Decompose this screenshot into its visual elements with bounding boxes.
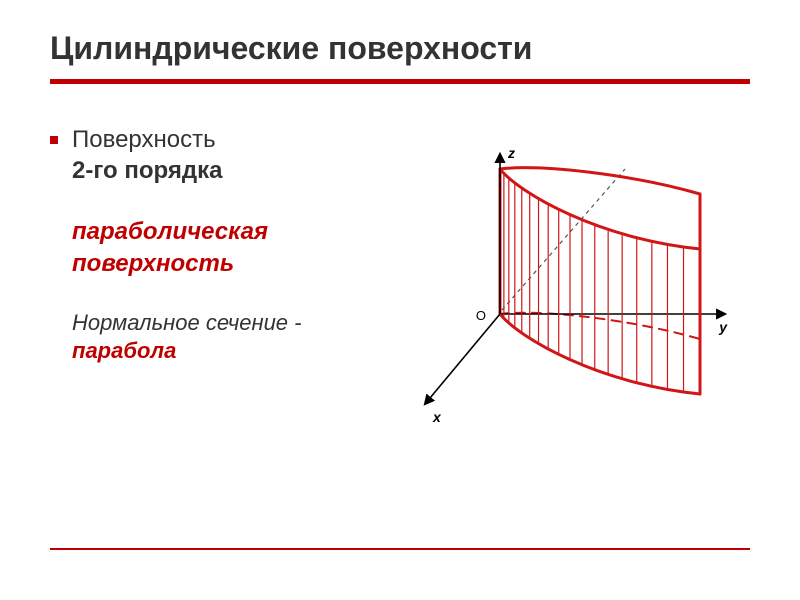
svg-text:O: O: [476, 308, 486, 323]
bullet-item: Поверхность 2-го порядка: [50, 124, 380, 186]
text-column: Поверхность 2-го порядка параболическая …: [50, 114, 380, 439]
bullet-line1: Поверхность: [72, 126, 216, 153]
svg-text:y: y: [718, 319, 728, 335]
content-row: Поверхность 2-го порядка параболическая …: [50, 114, 750, 439]
title-underline: [50, 79, 750, 84]
normal-sub-line2: парабола: [72, 338, 176, 363]
svg-text:z: z: [507, 145, 515, 161]
diagram-column: z y x O: [380, 114, 750, 439]
slide: Цилиндрические поверхности Поверхность 2…: [0, 0, 800, 600]
red-subheading: параболическая поверхность: [72, 216, 380, 278]
bullet-square-icon: [50, 136, 58, 144]
red-sub-line1: параболическая: [72, 218, 268, 245]
red-sub-line2: поверхность: [72, 250, 234, 277]
slide-title: Цилиндрические поверхности: [50, 30, 750, 67]
parabolic-cylinder-diagram: z y x O: [380, 114, 740, 434]
bullet-text: Поверхность 2-го порядка: [72, 124, 222, 186]
bullet-line2: 2-го порядка: [72, 157, 222, 184]
bottom-rule: [50, 548, 750, 550]
normal-subtext: Нормальное сечение - парабола: [72, 309, 380, 366]
svg-text:x: x: [432, 409, 442, 425]
normal-sub-line1: Нормальное сечение -: [72, 310, 302, 335]
hatch-lines: [500, 169, 700, 394]
